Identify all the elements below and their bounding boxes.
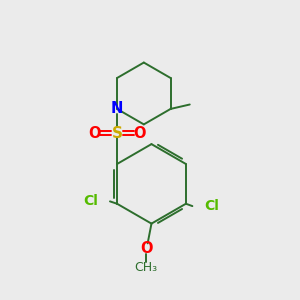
Text: Cl: Cl — [204, 199, 219, 213]
Text: O: O — [140, 241, 152, 256]
Text: CH₃: CH₃ — [135, 261, 158, 274]
Text: O: O — [88, 126, 100, 141]
Text: N: N — [111, 101, 123, 116]
Text: O: O — [134, 126, 146, 141]
Text: S: S — [112, 126, 122, 141]
Text: Cl: Cl — [83, 194, 98, 208]
